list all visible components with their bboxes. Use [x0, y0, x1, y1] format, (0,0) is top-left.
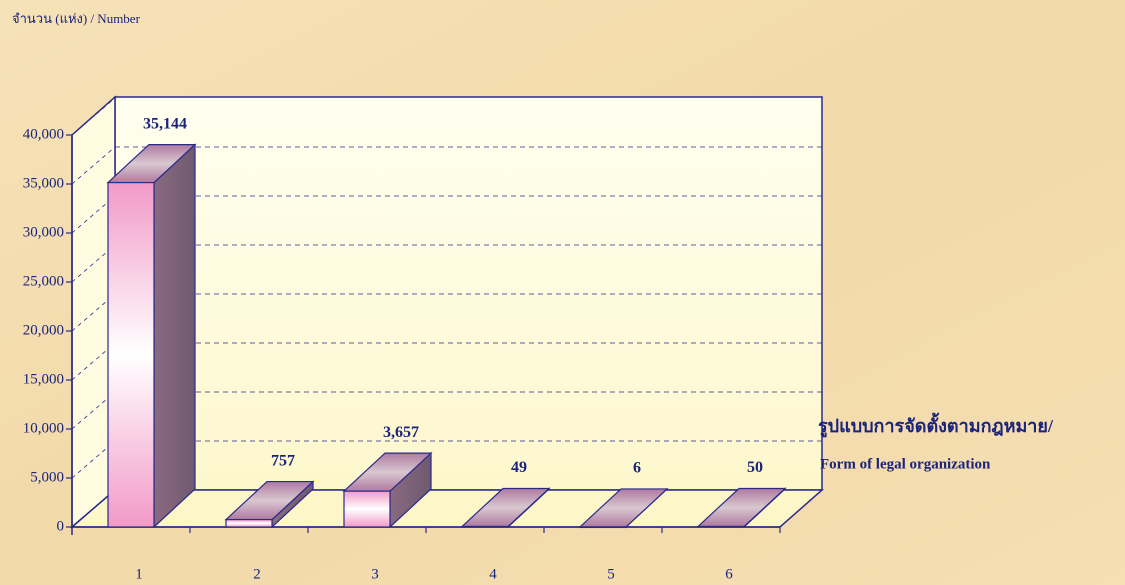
grid-line: [71, 97, 116, 136]
bar: [579, 526, 627, 529]
y-tick-label: 15,000: [23, 371, 64, 387]
x-tick-label: 4: [489, 566, 497, 582]
grid-line: [71, 391, 116, 430]
y-tick-label: 25,000: [23, 273, 64, 289]
x-tick-label: 5: [607, 566, 615, 582]
value-label: 49: [511, 459, 527, 476]
value-label: 3,657: [383, 424, 419, 441]
x-tick-label: 3: [371, 566, 379, 582]
y-tick-label: 30,000: [23, 224, 64, 240]
bar: [697, 525, 745, 528]
y-tick-label: 40,000: [23, 126, 64, 142]
grid-line: [71, 440, 116, 479]
x-tick-label: 6: [725, 566, 733, 582]
y-tick-label: 5,000: [30, 469, 64, 485]
x-axis-label: รูปแบบการจัดตั้งตามกฎหมาย/: [818, 412, 1054, 438]
value-label: 50: [747, 459, 763, 476]
y-tick-label: 20,000: [23, 322, 64, 338]
bar: [225, 518, 273, 528]
back-wall: [114, 96, 823, 491]
grid-line: [71, 342, 116, 381]
grid-line: [71, 244, 116, 283]
bar: [461, 525, 509, 528]
x-tick-label: 2: [253, 566, 261, 582]
y-tick-label: 35,000: [23, 175, 64, 191]
grid-line: [71, 146, 116, 185]
value-label: 757: [271, 452, 295, 469]
y-axis-label: จำนวน (แห่ง) / Number: [12, 11, 141, 26]
bar: [107, 181, 155, 528]
grid-line: [71, 293, 116, 332]
bar: [343, 490, 391, 528]
bar-side: [153, 143, 196, 529]
x-axis-label: Form of legal organization: [820, 456, 991, 472]
value-label: 6: [633, 460, 641, 477]
y-tick-label: 10,000: [23, 420, 64, 436]
x-tick-label: 1: [135, 566, 143, 582]
value-label: 35,144: [143, 115, 187, 132]
y-tick-label: 0: [57, 518, 65, 534]
grid-line: [71, 195, 116, 234]
